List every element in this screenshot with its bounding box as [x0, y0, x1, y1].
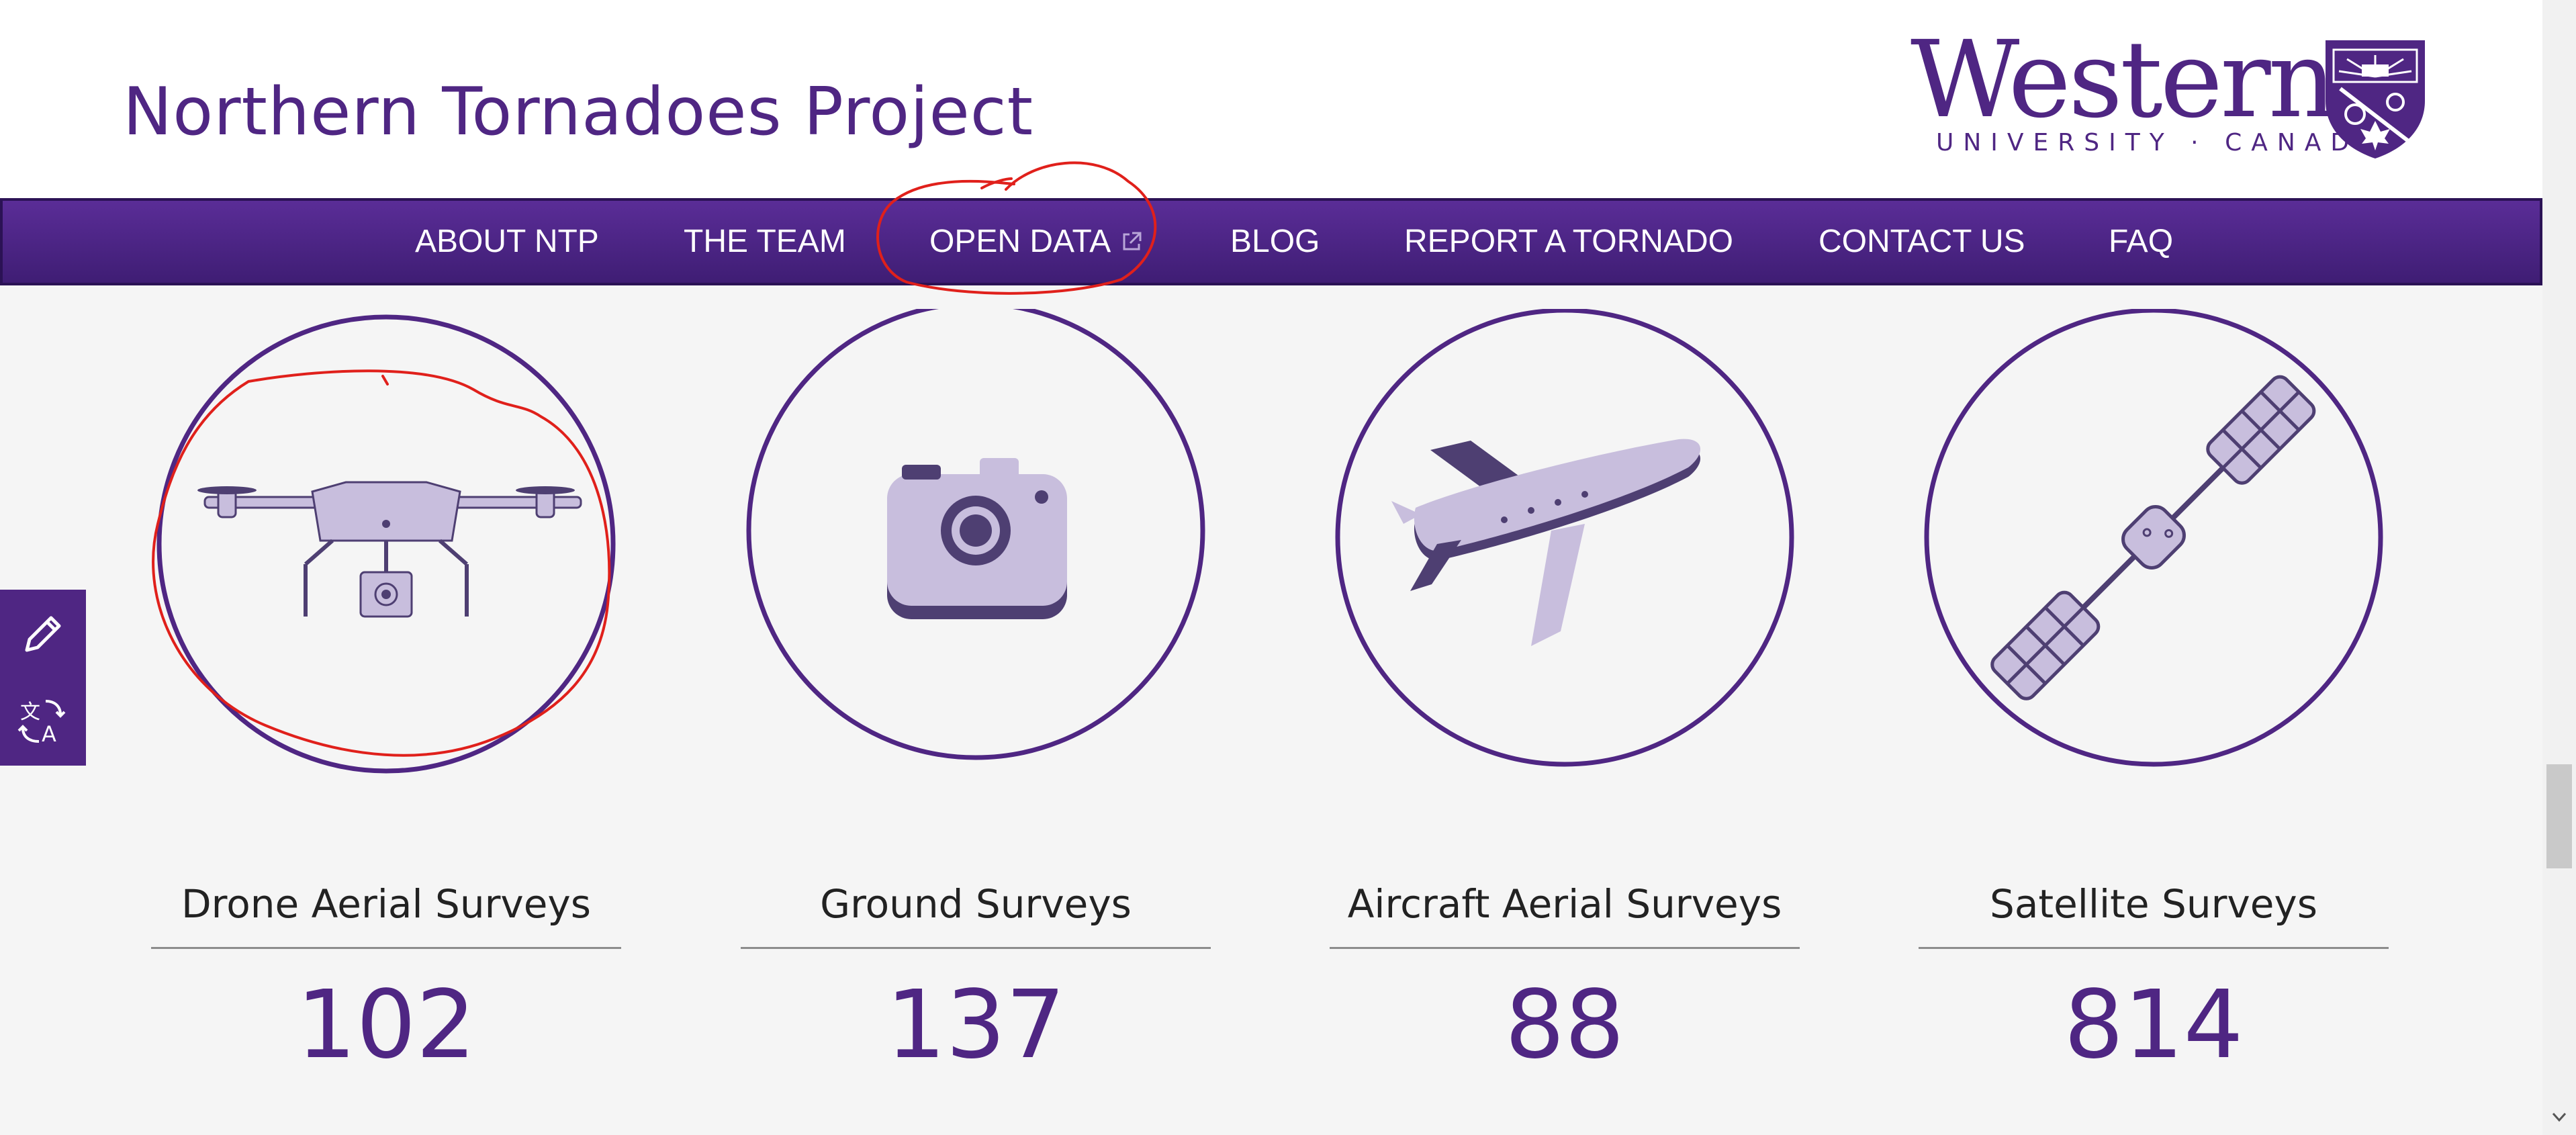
- survey-label: Ground Surveys: [820, 881, 1132, 927]
- survey-label: Drone Aerial Surveys: [181, 881, 591, 927]
- external-link-icon: [1123, 232, 1142, 251]
- divider: [151, 947, 621, 949]
- nav-faq[interactable]: FAQ: [2109, 224, 2174, 259]
- survey-card-drone: Drone Aerial Surveys 102: [151, 309, 621, 1115]
- survey-card-satellite: Satellite Surveys 814: [1919, 309, 2389, 1115]
- nav-open-data[interactable]: OPEN DATA: [929, 201, 1143, 283]
- divider: [741, 947, 1211, 949]
- nav-the-team[interactable]: THE TEAM: [684, 224, 846, 259]
- drone-icon: [156, 314, 616, 774]
- camera-icon: [746, 309, 1205, 760]
- airplane-icon: [1335, 309, 1794, 767]
- nav-open-data-label: OPEN DATA: [929, 224, 1111, 259]
- survey-count: 88: [1504, 970, 1625, 1080]
- survey-card-ground: Ground Surveys 137: [741, 309, 1211, 1115]
- site-title[interactable]: Northern Tornadoes Project: [123, 74, 1034, 150]
- nav-contact-us[interactable]: CONTACT US: [1819, 224, 2025, 259]
- vertical-scrollbar[interactable]: [2542, 0, 2576, 1135]
- pencil-icon[interactable]: [16, 607, 70, 661]
- scrollbar-thumb[interactable]: [2546, 764, 2572, 868]
- main-nav: ABOUT NTP THE TEAM OPEN DATA BLOG REPORT…: [0, 198, 2542, 285]
- divider: [1330, 947, 1800, 949]
- translate-icon[interactable]: 文 A: [16, 694, 70, 748]
- survey-label: Satellite Surveys: [1990, 881, 2317, 927]
- survey-label: Aircraft Aerial Surveys: [1347, 881, 1782, 927]
- survey-count: 137: [886, 970, 1066, 1080]
- nav-about-ntp[interactable]: ABOUT NTP: [415, 224, 599, 259]
- nav-report-a-tornado[interactable]: REPORT A TORNADO: [1404, 224, 1733, 259]
- site-header: Northern Tornadoes Project Western UNIVE…: [0, 0, 2542, 198]
- chevron-down-icon[interactable]: [2549, 1107, 2569, 1127]
- survey-count: 102: [296, 970, 476, 1080]
- nav-blog[interactable]: BLOG: [1230, 224, 1320, 259]
- logo-subtitle: UNIVERSITY · CANADA: [1936, 129, 2385, 156]
- logo-wordmark: Western: [1911, 18, 2336, 142]
- svg-text:文: 文: [20, 700, 40, 724]
- satellite-icon: [1924, 309, 2383, 767]
- shield-icon: [2326, 40, 2425, 158]
- divider: [1919, 947, 2389, 949]
- survey-card-aircraft: Aircraft Aerial Surveys 88: [1330, 309, 1800, 1115]
- western-university-logo[interactable]: Western UNIVERSITY · CANADA: [1911, 27, 2434, 161]
- svg-text:A: A: [42, 721, 56, 747]
- floating-tools-panel: 文 A: [0, 590, 86, 766]
- survey-count: 814: [2064, 970, 2244, 1080]
